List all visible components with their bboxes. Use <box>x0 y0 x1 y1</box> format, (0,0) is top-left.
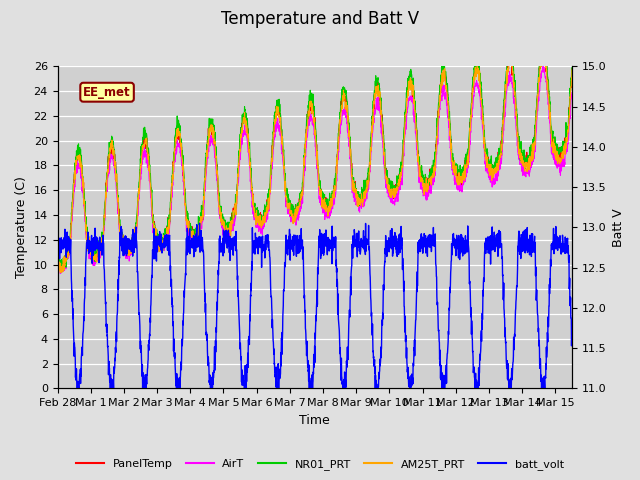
Y-axis label: Temperature (C): Temperature (C) <box>15 177 28 278</box>
X-axis label: Time: Time <box>300 414 330 427</box>
Y-axis label: Batt V: Batt V <box>612 208 625 247</box>
Legend: PanelTemp, AirT, NR01_PRT, AM25T_PRT, batt_volt: PanelTemp, AirT, NR01_PRT, AM25T_PRT, ba… <box>72 455 568 474</box>
Text: Temperature and Batt V: Temperature and Batt V <box>221 10 419 28</box>
Text: EE_met: EE_met <box>83 86 131 99</box>
